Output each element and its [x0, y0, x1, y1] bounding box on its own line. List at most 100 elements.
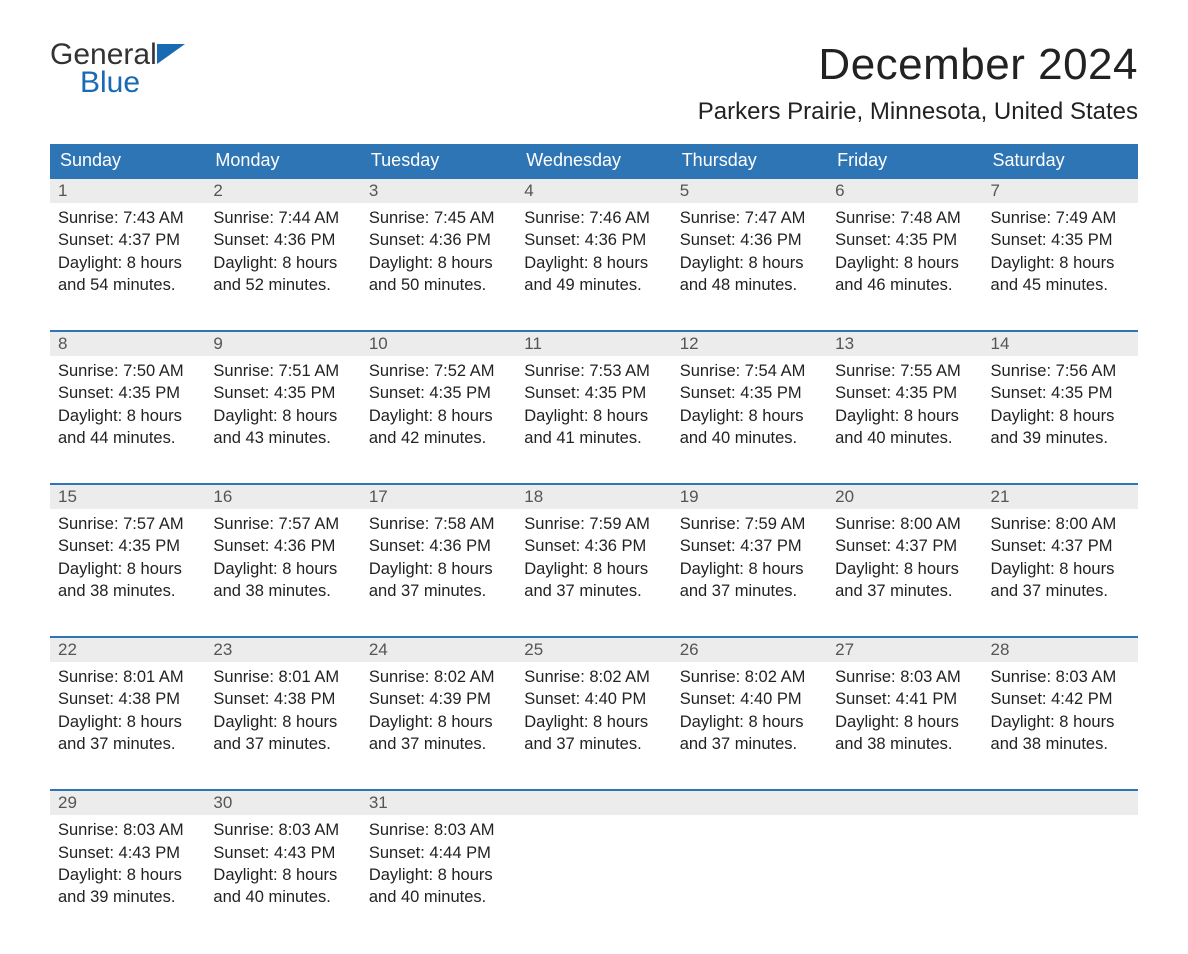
daylight-text-1: Daylight: 8 hours — [524, 405, 663, 427]
day-number: 13 — [827, 331, 982, 356]
daylight-text-2: and 37 minutes. — [680, 733, 819, 755]
daylight-text-2: and 37 minutes. — [524, 580, 663, 602]
day-cell: Sunrise: 7:48 AMSunset: 4:35 PMDaylight:… — [827, 203, 982, 302]
day-cell: Sunrise: 8:00 AMSunset: 4:37 PMDaylight:… — [983, 509, 1138, 608]
daylight-text-1: Daylight: 8 hours — [991, 558, 1130, 580]
day-number: 30 — [205, 790, 360, 815]
sunset-text: Sunset: 4:36 PM — [369, 535, 508, 557]
daylight-text-1: Daylight: 8 hours — [369, 864, 508, 886]
daylight-text-1: Daylight: 8 hours — [835, 405, 974, 427]
day-cell: Sunrise: 8:03 AMSunset: 4:43 PMDaylight:… — [50, 815, 205, 914]
day-cell — [827, 815, 982, 914]
daylight-text-2: and 37 minutes. — [213, 733, 352, 755]
daylight-text-1: Daylight: 8 hours — [524, 558, 663, 580]
day-number: 8 — [50, 331, 205, 356]
day-number: 20 — [827, 484, 982, 509]
flag-icon — [157, 40, 185, 70]
day-number: 22 — [50, 637, 205, 662]
daylight-text-1: Daylight: 8 hours — [835, 711, 974, 733]
daylight-text-1: Daylight: 8 hours — [213, 558, 352, 580]
sunrise-text: Sunrise: 8:03 AM — [991, 666, 1130, 688]
daylight-text-1: Daylight: 8 hours — [213, 864, 352, 886]
brand-text: General Blue — [50, 40, 185, 98]
day-cell: Sunrise: 8:00 AMSunset: 4:37 PMDaylight:… — [827, 509, 982, 608]
sunset-text: Sunset: 4:36 PM — [213, 229, 352, 251]
day-cell: Sunrise: 7:49 AMSunset: 4:35 PMDaylight:… — [983, 203, 1138, 302]
sunset-text: Sunset: 4:43 PM — [58, 842, 197, 864]
day-number: 6 — [827, 178, 982, 203]
sunrise-text: Sunrise: 7:47 AM — [680, 207, 819, 229]
sunrise-text: Sunrise: 8:03 AM — [58, 819, 197, 841]
sunrise-text: Sunrise: 7:55 AM — [835, 360, 974, 382]
day-number-row: 22232425262728 — [50, 637, 1138, 662]
day-number: 19 — [672, 484, 827, 509]
weekday-header-row: Sunday Monday Tuesday Wednesday Thursday… — [50, 144, 1138, 178]
sunset-text: Sunset: 4:36 PM — [524, 229, 663, 251]
sunset-text: Sunset: 4:40 PM — [680, 688, 819, 710]
day-cell: Sunrise: 7:59 AMSunset: 4:37 PMDaylight:… — [672, 509, 827, 608]
sunset-text: Sunset: 4:36 PM — [524, 535, 663, 557]
day-number: 23 — [205, 637, 360, 662]
daylight-text-1: Daylight: 8 hours — [213, 252, 352, 274]
day-number: 4 — [516, 178, 671, 203]
sunset-text: Sunset: 4:37 PM — [835, 535, 974, 557]
sunset-text: Sunset: 4:35 PM — [58, 382, 197, 404]
daylight-text-2: and 37 minutes. — [58, 733, 197, 755]
day-number: 26 — [672, 637, 827, 662]
day-number: 24 — [361, 637, 516, 662]
col-tuesday: Tuesday — [361, 144, 516, 178]
day-cell: Sunrise: 7:52 AMSunset: 4:35 PMDaylight:… — [361, 356, 516, 455]
day-number: 11 — [516, 331, 671, 356]
daylight-text-2: and 54 minutes. — [58, 274, 197, 296]
day-content-row: Sunrise: 8:03 AMSunset: 4:43 PM Daylight:… — [50, 815, 1138, 914]
sunset-text: Sunset: 4:41 PM — [835, 688, 974, 710]
day-number-row: 15161718192021 — [50, 484, 1138, 509]
day-number: 14 — [983, 331, 1138, 356]
daylight-text-2: and 39 minutes. — [991, 427, 1130, 449]
page-title: December 2024 — [698, 40, 1138, 90]
sunrise-text: Sunrise: 7:48 AM — [835, 207, 974, 229]
sunset-text: Sunset: 4:37 PM — [991, 535, 1130, 557]
location: Parkers Prairie, Minnesota, United State… — [698, 98, 1138, 126]
sunset-text: Sunset: 4:36 PM — [680, 229, 819, 251]
daylight-text-1: Daylight: 8 hours — [58, 405, 197, 427]
sunset-text: Sunset: 4:40 PM — [524, 688, 663, 710]
day-cell — [672, 815, 827, 914]
day-cell: Sunrise: 8:03 AMSunset: 4:41 PMDaylight:… — [827, 662, 982, 761]
daylight-text-1: Daylight: 8 hours — [369, 711, 508, 733]
col-sunday: Sunday — [50, 144, 205, 178]
day-number-row: 1234567 — [50, 178, 1138, 203]
day-cell: Sunrise: 7:53 AMSunset: 4:35 PMDaylight:… — [516, 356, 671, 455]
day-number: 1 — [50, 178, 205, 203]
daylight-text-2: and 42 minutes. — [369, 427, 508, 449]
daylight-text-2: and 44 minutes. — [58, 427, 197, 449]
daylight-text-2: and 48 minutes. — [680, 274, 819, 296]
sunrise-text: Sunrise: 7:54 AM — [680, 360, 819, 382]
calendar-body: 1234567Sunrise: 7:43 AMSunset: 4:37 PMDa… — [50, 178, 1138, 914]
daylight-text-1: Daylight: 8 hours — [58, 711, 197, 733]
day-cell: Sunrise: 7:57 AMSunset: 4:35 PMDaylight:… — [50, 509, 205, 608]
day-number — [983, 790, 1138, 815]
daylight-text-1: Daylight: 8 hours — [991, 252, 1130, 274]
sunset-text: Sunset: 4:42 PM — [991, 688, 1130, 710]
sunrise-text: Sunrise: 7:59 AM — [524, 513, 663, 535]
daylight-text-2: and 37 minutes. — [835, 580, 974, 602]
day-number: 21 — [983, 484, 1138, 509]
sunset-text: Sunset: 4:39 PM — [369, 688, 508, 710]
sunrise-text: Sunrise: 7:43 AM — [58, 207, 197, 229]
col-thursday: Thursday — [672, 144, 827, 178]
daylight-text-2: and 38 minutes. — [991, 733, 1130, 755]
sunrise-text: Sunrise: 7:57 AM — [213, 513, 352, 535]
sunset-text: Sunset: 4:38 PM — [58, 688, 197, 710]
daylight-text-2: and 40 minutes. — [369, 886, 508, 908]
col-wednesday: Wednesday — [516, 144, 671, 178]
day-cell: Sunrise: 7:51 AMSunset: 4:35 PMDaylight:… — [205, 356, 360, 455]
day-cell: Sunrise: 7:59 AMSunset: 4:36 PMDaylight:… — [516, 509, 671, 608]
sunset-text: Sunset: 4:35 PM — [213, 382, 352, 404]
daylight-text-1: Daylight: 8 hours — [835, 252, 974, 274]
day-number: 10 — [361, 331, 516, 356]
day-number: 15 — [50, 484, 205, 509]
daylight-text-1: Daylight: 8 hours — [524, 252, 663, 274]
day-content-row: Sunrise: 7:50 AMSunset: 4:35 PMDaylight:… — [50, 356, 1138, 455]
week-separator — [50, 761, 1138, 790]
